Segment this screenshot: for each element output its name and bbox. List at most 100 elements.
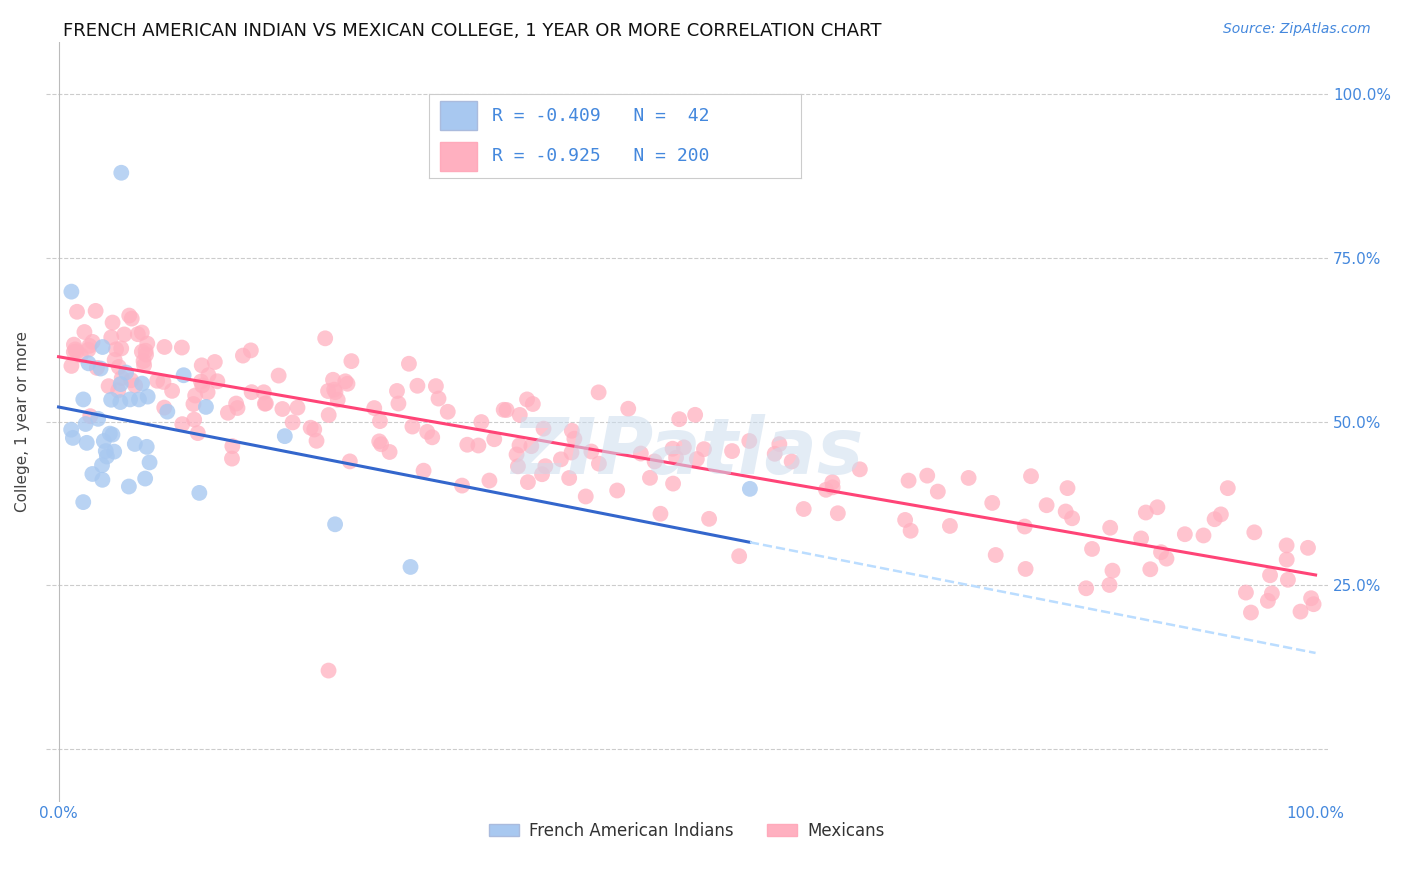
Point xyxy=(564,432,586,446)
Point xyxy=(522,397,544,411)
Point xyxy=(77,343,100,357)
Point xyxy=(226,401,249,415)
Point xyxy=(1275,538,1298,552)
Point xyxy=(672,441,695,455)
Point xyxy=(1076,581,1098,595)
Point xyxy=(738,482,761,496)
Point xyxy=(156,404,179,418)
Point xyxy=(399,560,422,574)
Point xyxy=(184,388,207,402)
Point xyxy=(927,484,949,499)
Point xyxy=(65,343,87,357)
Point xyxy=(1216,481,1239,495)
Point xyxy=(492,402,515,417)
Point xyxy=(190,375,212,389)
Point xyxy=(173,368,195,383)
Point xyxy=(1014,519,1036,533)
Point xyxy=(821,475,844,490)
Point xyxy=(1275,552,1298,566)
Point xyxy=(780,454,803,468)
Point xyxy=(939,519,962,533)
Point xyxy=(101,427,124,442)
Point xyxy=(1174,527,1197,541)
Point xyxy=(738,434,761,448)
Point xyxy=(897,474,920,488)
Point xyxy=(416,425,439,439)
Point xyxy=(84,304,107,318)
Point xyxy=(763,447,786,461)
Point xyxy=(1099,521,1122,535)
Point xyxy=(1277,573,1299,587)
Point xyxy=(957,471,980,485)
Point xyxy=(509,408,531,422)
Point xyxy=(239,343,262,358)
Point xyxy=(79,339,101,353)
Text: R = -0.409   N =  42: R = -0.409 N = 42 xyxy=(492,107,710,125)
Point xyxy=(172,417,194,432)
Point xyxy=(134,471,156,485)
Text: FRENCH AMERICAN INDIAN VS MEXICAN COLLEGE, 1 YEAR OR MORE CORRELATION CHART: FRENCH AMERICAN INDIAN VS MEXICAN COLLEG… xyxy=(63,22,882,40)
Point xyxy=(406,378,429,392)
Point xyxy=(72,495,94,509)
Point xyxy=(900,524,922,538)
Point xyxy=(385,384,408,398)
Point xyxy=(79,409,101,424)
Point xyxy=(135,343,157,358)
Point xyxy=(335,374,357,388)
Point xyxy=(1135,506,1157,520)
Point xyxy=(97,379,120,393)
Point xyxy=(323,383,346,397)
Point xyxy=(191,378,214,392)
Point xyxy=(107,384,129,398)
Point xyxy=(103,444,125,458)
Point xyxy=(1146,500,1168,515)
Point xyxy=(1150,545,1173,559)
Point xyxy=(131,344,153,359)
Point xyxy=(630,446,652,460)
Point xyxy=(721,444,744,458)
Point xyxy=(1301,591,1323,606)
Point xyxy=(72,392,94,407)
Point xyxy=(121,311,143,326)
Point xyxy=(516,475,538,490)
Point xyxy=(153,401,176,415)
Point xyxy=(93,434,115,448)
Point xyxy=(686,452,709,467)
Point xyxy=(606,483,628,498)
Point xyxy=(118,309,141,323)
Point xyxy=(91,458,114,473)
Point xyxy=(110,377,132,392)
Point xyxy=(267,368,290,383)
Point xyxy=(728,549,751,564)
Point xyxy=(322,373,344,387)
Point xyxy=(197,385,219,400)
Point xyxy=(827,506,849,520)
Point xyxy=(1289,605,1312,619)
Point xyxy=(339,454,361,468)
Point xyxy=(100,330,122,344)
Point xyxy=(146,374,169,388)
Point xyxy=(253,385,276,400)
Point xyxy=(63,337,86,351)
Point xyxy=(318,664,340,678)
Point xyxy=(110,395,132,409)
Point xyxy=(849,462,872,476)
Point xyxy=(456,438,478,452)
Point xyxy=(204,355,226,369)
Point xyxy=(581,444,603,458)
Point xyxy=(160,384,183,398)
Point xyxy=(1062,511,1084,525)
Point xyxy=(508,438,530,452)
Point xyxy=(188,486,211,500)
Point xyxy=(693,442,716,457)
Point xyxy=(520,439,543,453)
Point xyxy=(1056,481,1078,495)
Point xyxy=(104,352,127,367)
Point xyxy=(575,490,598,504)
Point xyxy=(110,166,132,180)
Point xyxy=(118,479,141,493)
Point xyxy=(368,434,391,449)
Point xyxy=(558,471,581,485)
Point xyxy=(60,423,83,437)
Point xyxy=(299,421,322,435)
